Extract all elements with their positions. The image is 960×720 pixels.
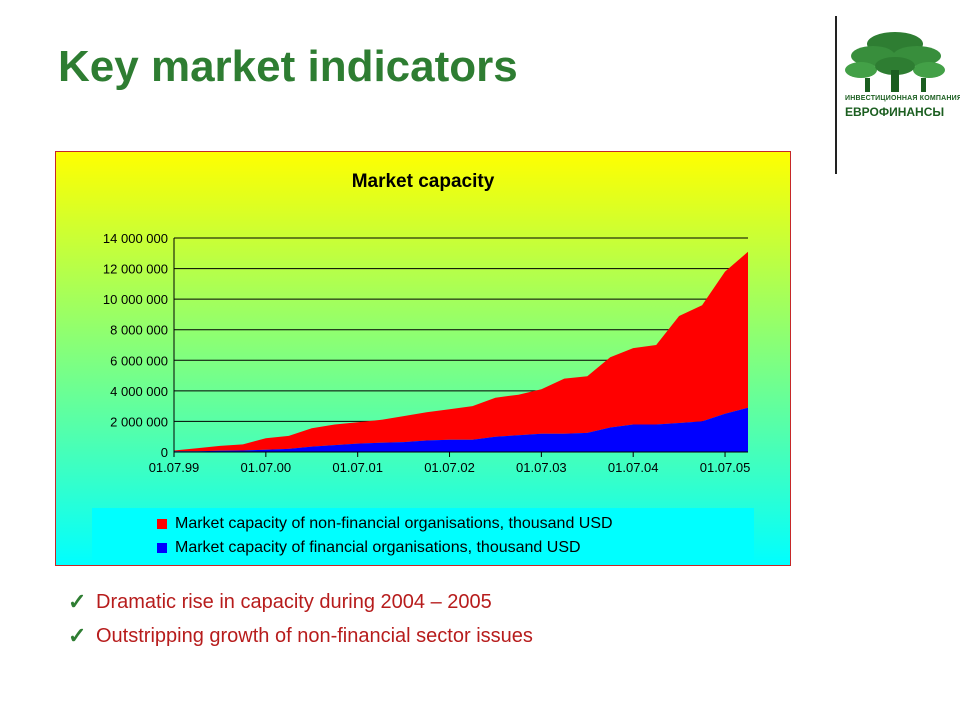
legend-swatch-red xyxy=(157,519,167,529)
y-tick-label: 6 000 000 xyxy=(110,353,168,368)
x-tick-label: 01.07.01 xyxy=(332,460,383,475)
bullet-item: ✓ Outstripping growth of non-financial s… xyxy=(68,619,533,653)
bullet-list: ✓ Dramatic rise in capacity during 2004 … xyxy=(68,585,533,653)
chart-panel: Market capacity 0 2 000 000 4 000 000 6 000… xyxy=(55,151,791,566)
bullet-text: Dramatic rise in capacity during 2004 – … xyxy=(96,590,492,613)
x-tick-label: 01.07.04 xyxy=(608,460,659,475)
y-tick-label: 8 000 000 xyxy=(110,323,168,338)
legend-item-non-financial: Market capacity of non-financial organis… xyxy=(157,514,613,534)
x-tick-label: 01.07.99 xyxy=(149,460,200,475)
page-title: Key market indicators xyxy=(58,42,518,91)
header-divider xyxy=(835,16,837,174)
bullet-item: ✓ Dramatic rise in capacity during 2004 … xyxy=(68,585,533,619)
x-tick-label: 01.07.03 xyxy=(516,460,567,475)
area-series-non-financial xyxy=(174,251,748,452)
legend-label-financial: Market capacity of financial organisatio… xyxy=(175,539,581,556)
check-mark-icon: ✓ xyxy=(68,589,87,614)
x-tick-label: 01.07.00 xyxy=(241,460,292,475)
y-tick-label: 14 000 000 xyxy=(103,231,168,246)
chart-title: Market capacity xyxy=(352,171,495,192)
logo-caption: ИНВЕСТИЦИОННАЯ КОМПАНИЯ xyxy=(845,95,960,102)
y-tick-label: 0 xyxy=(161,445,168,460)
chart-legend: Market capacity of non-financial organis… xyxy=(92,508,754,564)
check-mark-icon: ✓ xyxy=(68,623,87,648)
logo-text: ЕВРОФИНАНСЫ xyxy=(845,105,945,119)
legend-item-financial: Market capacity of financial organisatio… xyxy=(157,538,581,558)
area-series-financial xyxy=(174,407,748,452)
x-tick-label: 01.07.05 xyxy=(700,460,751,475)
y-tick-label: 12 000 000 xyxy=(103,262,168,277)
x-tick-label: 01.07.02 xyxy=(424,460,475,475)
y-tick-label: 10 000 000 xyxy=(103,292,168,307)
legend-label-non-financial: Market capacity of non-financial organis… xyxy=(175,515,613,532)
legend-swatch-blue xyxy=(157,543,167,553)
y-tick-label: 4 000 000 xyxy=(110,384,168,399)
market-capacity-chart: Market capacity 0 2 000 000 4 000 000 6 000… xyxy=(56,152,790,565)
y-tick-label: 2 000 000 xyxy=(110,414,168,429)
bullet-text: Outstripping growth of non-financial sec… xyxy=(96,624,533,647)
tree-logo-icon xyxy=(845,32,945,92)
